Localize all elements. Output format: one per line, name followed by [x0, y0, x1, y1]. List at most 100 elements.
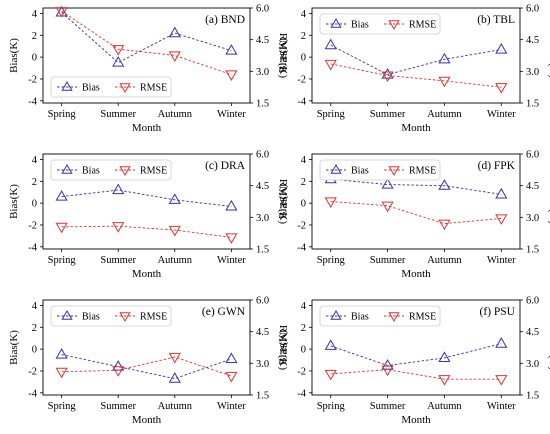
y2-tick-label: 6.0 [526, 296, 539, 307]
y2-tick-label: 1.5 [256, 99, 269, 110]
legend-box [319, 159, 441, 181]
y-tick-label: -2 [297, 74, 306, 85]
x-tick-label: Spring [317, 255, 346, 266]
series-line-rmse [330, 369, 502, 380]
panel-label: (b) TBL [477, 14, 515, 26]
y2-tick-label: 1.5 [526, 99, 539, 110]
y2-tick-label: 3.0 [526, 359, 539, 370]
legend-rmse-marker [388, 166, 400, 177]
bias-marker [324, 339, 337, 350]
y-tick-label: 2 [301, 177, 306, 188]
panel-label: (d) FPK [478, 160, 516, 172]
bias-marker [324, 38, 337, 50]
y-tick-label: 0 [32, 199, 37, 210]
legend-bias-marker [330, 17, 342, 28]
legend-bias-marker [61, 309, 73, 320]
panel-label: (f) PSU [480, 306, 516, 318]
plot-frame [311, 299, 521, 396]
bias-marker [381, 68, 394, 79]
panel-label: (a) BND [205, 14, 245, 26]
y-tick-label: -4 [28, 242, 37, 253]
y-axis-label: Bias(K) [277, 184, 289, 219]
y-tick-label: 4 [301, 9, 307, 20]
legend: Bias RMSE [50, 305, 172, 327]
y-tick-label: -2 [297, 220, 306, 231]
legend-label: RMSE [140, 166, 167, 177]
panel-2: -4 -2 0 2 4 1.5 3.0 4.5 6.0 Spring Summer Autumn Win… [8, 150, 289, 281]
y2-axis-label: RMSE(K) [277, 179, 289, 225]
legend-rmse-marker [388, 312, 400, 323]
y-tick-label: 2 [301, 323, 306, 334]
x-tick-label: Spring [48, 401, 77, 412]
y2-axis-label: RMSE(K) [547, 325, 550, 371]
x-tick-label: Autumn [427, 401, 462, 412]
legend-box [50, 159, 172, 181]
bias-marker [55, 190, 68, 201]
rmse-marker [168, 225, 181, 237]
panel-5: -4 -2 0 2 4 1.5 3.0 4.5 6.0 Spring Summer Autumn Win… [277, 296, 550, 427]
rmse-marker [381, 201, 394, 213]
x-tick-label: Autumn [158, 109, 193, 120]
x-axis-label: Month [132, 414, 162, 426]
bias-marker [112, 56, 125, 67]
y2-axis-label: RMSE(K) [277, 33, 289, 79]
y2-tick-label: 4.5 [256, 35, 269, 46]
panel-4: -4 -2 0 2 4 1.5 3.0 4.5 6.0 Spring Summer Autumn Win… [8, 296, 289, 427]
series-line-rmse [330, 201, 502, 225]
legend-label: RMSE [140, 83, 167, 94]
bias-marker [225, 44, 238, 55]
rmse-marker [168, 51, 181, 63]
y2-tick-label: 4.5 [256, 327, 269, 338]
x-tick-label: Summer [370, 109, 406, 120]
legend-label: Bias [351, 312, 369, 323]
legend-label: RMSE [140, 312, 167, 323]
rmse-marker [495, 375, 508, 386]
y-tick-label: 0 [32, 345, 37, 356]
legend-rmse-marker [119, 83, 131, 94]
bias-marker [381, 178, 394, 189]
y2-tick-label: 3.0 [256, 67, 269, 78]
x-tick-label: Summer [100, 255, 136, 266]
legend-label: Bias [82, 166, 100, 177]
legend: Bias RMSE [319, 13, 441, 35]
x-tick-label: Winter [217, 109, 246, 120]
x-tick-label: Spring [317, 109, 346, 120]
y2-axis-label: RMSE(K) [547, 179, 550, 225]
series-line-rmse [61, 356, 232, 377]
x-tick-label: Summer [370, 401, 406, 412]
x-tick-label: Winter [487, 255, 516, 266]
legend-rmse-marker [119, 312, 131, 323]
y2-tick-label: 6.0 [256, 296, 269, 307]
series-line-rmse [330, 63, 502, 88]
y-tick-label: 2 [32, 31, 37, 42]
y-tick-label: -4 [297, 96, 306, 107]
legend-label: RMSE [409, 312, 436, 323]
rmse-marker [324, 59, 337, 71]
x-tick-label: Winter [217, 255, 246, 266]
x-tick-label: Autumn [158, 255, 193, 266]
y2-tick-label: 6.0 [256, 150, 269, 161]
y-tick-label: 0 [301, 345, 306, 356]
bias-marker [495, 187, 508, 199]
rmse-marker [55, 7, 68, 18]
bias-marker [495, 337, 508, 348]
y-axis-label: Bias(K) [277, 38, 289, 73]
y2-tick-label: 1.5 [256, 391, 269, 402]
rmse-marker [55, 222, 68, 234]
x-tick-label: Winter [487, 109, 516, 120]
y-tick-label: -4 [28, 96, 37, 107]
plot-frame [311, 153, 521, 250]
y2-tick-label: 1.5 [256, 245, 269, 256]
bias-marker [381, 359, 394, 370]
y2-tick-label: 3.0 [256, 359, 269, 370]
legend-bias-marker [330, 309, 342, 320]
legend-label: Bias [82, 83, 100, 94]
rmse-marker [324, 369, 337, 381]
y-tick-label: 4 [301, 301, 307, 312]
y-tick-label: 4 [32, 9, 38, 20]
x-tick-label: Spring [317, 401, 346, 412]
legend-box [50, 76, 172, 98]
x-tick-label: Winter [217, 401, 246, 412]
y2-tick-label: 4.5 [526, 181, 539, 192]
